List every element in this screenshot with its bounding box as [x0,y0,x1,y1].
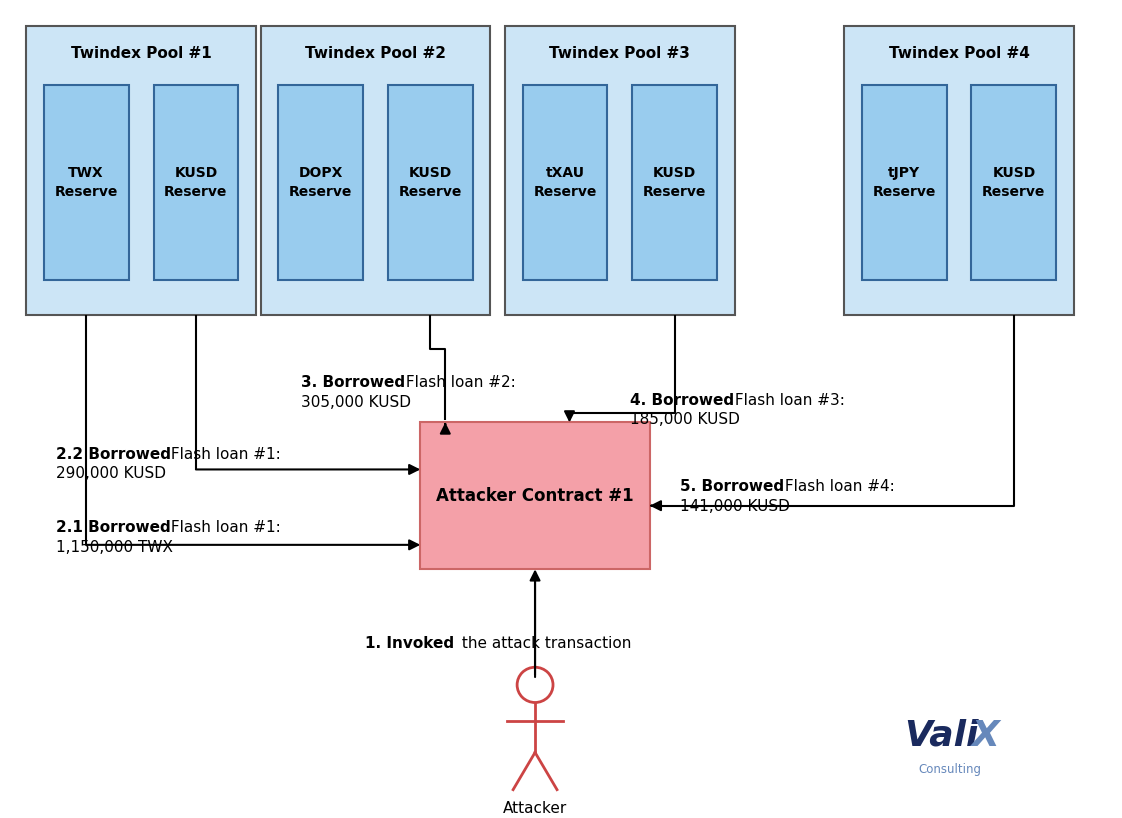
Text: X: X [972,719,1000,753]
Text: 2.2 Borrowed: 2.2 Borrowed [56,447,172,462]
FancyBboxPatch shape [388,84,472,281]
FancyBboxPatch shape [633,84,717,281]
FancyBboxPatch shape [862,84,947,281]
Text: Vali: Vali [904,719,978,753]
FancyBboxPatch shape [154,84,238,281]
Text: Consulting: Consulting [918,763,981,776]
FancyBboxPatch shape [523,84,607,281]
Text: tJPY
Reserve: tJPY Reserve [873,166,936,200]
Text: Twindex Pool #2: Twindex Pool #2 [305,46,445,61]
Text: 5. Borrowed: 5. Borrowed [680,479,784,494]
FancyBboxPatch shape [505,26,735,315]
Text: the attack transaction: the attack transaction [457,636,632,651]
Text: Twindex Pool #4: Twindex Pool #4 [889,46,1030,61]
Text: Flash loan #4:: Flash loan #4: [780,479,895,494]
Text: Attacker: Attacker [503,802,568,816]
Text: KUSD
Reserve: KUSD Reserve [982,166,1046,200]
Text: Twindex Pool #3: Twindex Pool #3 [550,46,690,61]
Text: Attacker Contract #1: Attacker Contract #1 [436,487,634,505]
Text: DOPX
Reserve: DOPX Reserve [288,166,352,200]
Text: Flash loan #3:: Flash loan #3: [730,393,845,408]
Text: 290,000 KUSD: 290,000 KUSD [56,466,166,481]
FancyBboxPatch shape [26,26,256,315]
FancyBboxPatch shape [421,422,650,569]
FancyBboxPatch shape [844,26,1074,315]
Text: 305,000 KUSD: 305,000 KUSD [301,395,411,410]
FancyBboxPatch shape [972,84,1056,281]
Text: 141,000 KUSD: 141,000 KUSD [680,499,790,514]
Text: KUSD
Reserve: KUSD Reserve [398,166,462,200]
FancyBboxPatch shape [260,26,490,315]
Text: KUSD
Reserve: KUSD Reserve [643,166,707,200]
Text: 1,150,000 TWX: 1,150,000 TWX [56,540,173,555]
Text: 185,000 KUSD: 185,000 KUSD [629,412,739,428]
FancyBboxPatch shape [44,84,129,281]
Text: TWX
Reserve: TWX Reserve [55,166,118,200]
Text: 4. Borrowed: 4. Borrowed [629,393,734,408]
Text: Flash loan #1:: Flash loan #1: [166,520,280,535]
Text: KUSD
Reserve: KUSD Reserve [164,166,228,200]
Text: Twindex Pool #1: Twindex Pool #1 [71,46,211,61]
FancyBboxPatch shape [278,84,364,281]
Text: Flash loan #2:: Flash loan #2: [402,375,516,390]
Text: tXAU
Reserve: tXAU Reserve [533,166,597,200]
Text: 2.1 Borrowed: 2.1 Borrowed [56,520,171,535]
Text: 3. Borrowed: 3. Borrowed [301,375,405,390]
Text: Flash loan #1:: Flash loan #1: [166,447,280,462]
Text: 1. Invoked: 1. Invoked [366,636,454,651]
